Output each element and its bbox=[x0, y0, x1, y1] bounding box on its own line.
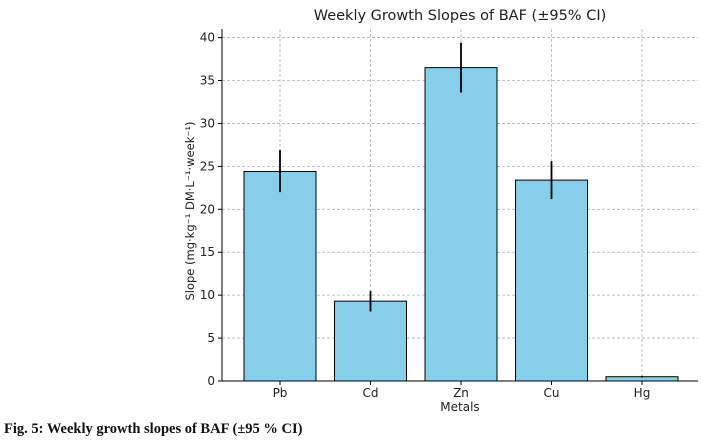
y-tick-label: 30 bbox=[200, 116, 215, 130]
x-tick-label: Cu bbox=[544, 386, 560, 400]
x-tick-label: Cd bbox=[363, 386, 379, 400]
figure-caption: Fig. 5: Weekly growth slopes of BAF (±95… bbox=[4, 421, 303, 437]
bar-zn bbox=[424, 67, 498, 382]
bar-cu bbox=[515, 179, 588, 382]
chart-title: Weekly Growth Slopes of BAF (±95% CI) bbox=[314, 8, 607, 24]
x-axis-label: Metals bbox=[440, 400, 479, 414]
x-tick-label: Pb bbox=[273, 386, 288, 400]
bar-pb bbox=[243, 171, 317, 382]
bars bbox=[243, 67, 679, 382]
x-tick-label: Hg bbox=[634, 386, 651, 400]
y-tick-label: 40 bbox=[200, 31, 215, 45]
y-tick-label: 10 bbox=[200, 288, 215, 302]
bar-chart: 0 5 10 15 20 25 30 35 40 Pb Cd Zn Cu Hg Weekly Growth… bbox=[183, 8, 698, 414]
y-tick-label: 20 bbox=[200, 202, 215, 216]
y-tick-label: 15 bbox=[200, 245, 215, 259]
bar-cd bbox=[334, 300, 407, 382]
y-tick-label: 35 bbox=[200, 74, 215, 88]
y-tick-label: 5 bbox=[207, 331, 215, 345]
error-bars bbox=[279, 42, 643, 378]
axes: 0 5 10 15 20 25 30 35 40 Pb Cd Zn Cu Hg bbox=[200, 29, 698, 400]
y-axis-label: Slope (mg·kg⁻¹ DM·L⁻¹·week⁻¹) bbox=[183, 121, 197, 300]
y-tick-label: 25 bbox=[200, 159, 215, 173]
x-tick-label: Zn bbox=[453, 386, 469, 400]
y-tick-label: 0 bbox=[207, 374, 215, 388]
